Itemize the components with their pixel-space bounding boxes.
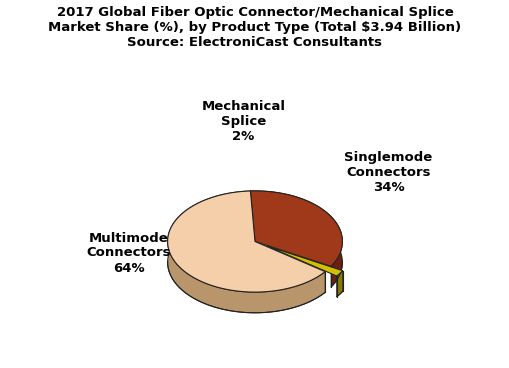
Polygon shape <box>250 191 342 287</box>
Text: 2017 Global Fiber Optic Connector/Mechanical Splice
Market Share (%), by Product: 2017 Global Fiber Optic Connector/Mechan… <box>48 6 461 49</box>
Polygon shape <box>167 191 325 313</box>
Text: Singlemode
Connectors
34%: Singlemode Connectors 34% <box>344 151 432 194</box>
Text: Mechanical
Splice
2%: Mechanical Splice 2% <box>201 100 285 144</box>
Polygon shape <box>167 191 325 292</box>
Polygon shape <box>266 246 342 276</box>
Polygon shape <box>336 271 342 297</box>
Text: Multimode
Connectors
64%: Multimode Connectors 64% <box>86 231 171 275</box>
Polygon shape <box>250 191 342 266</box>
